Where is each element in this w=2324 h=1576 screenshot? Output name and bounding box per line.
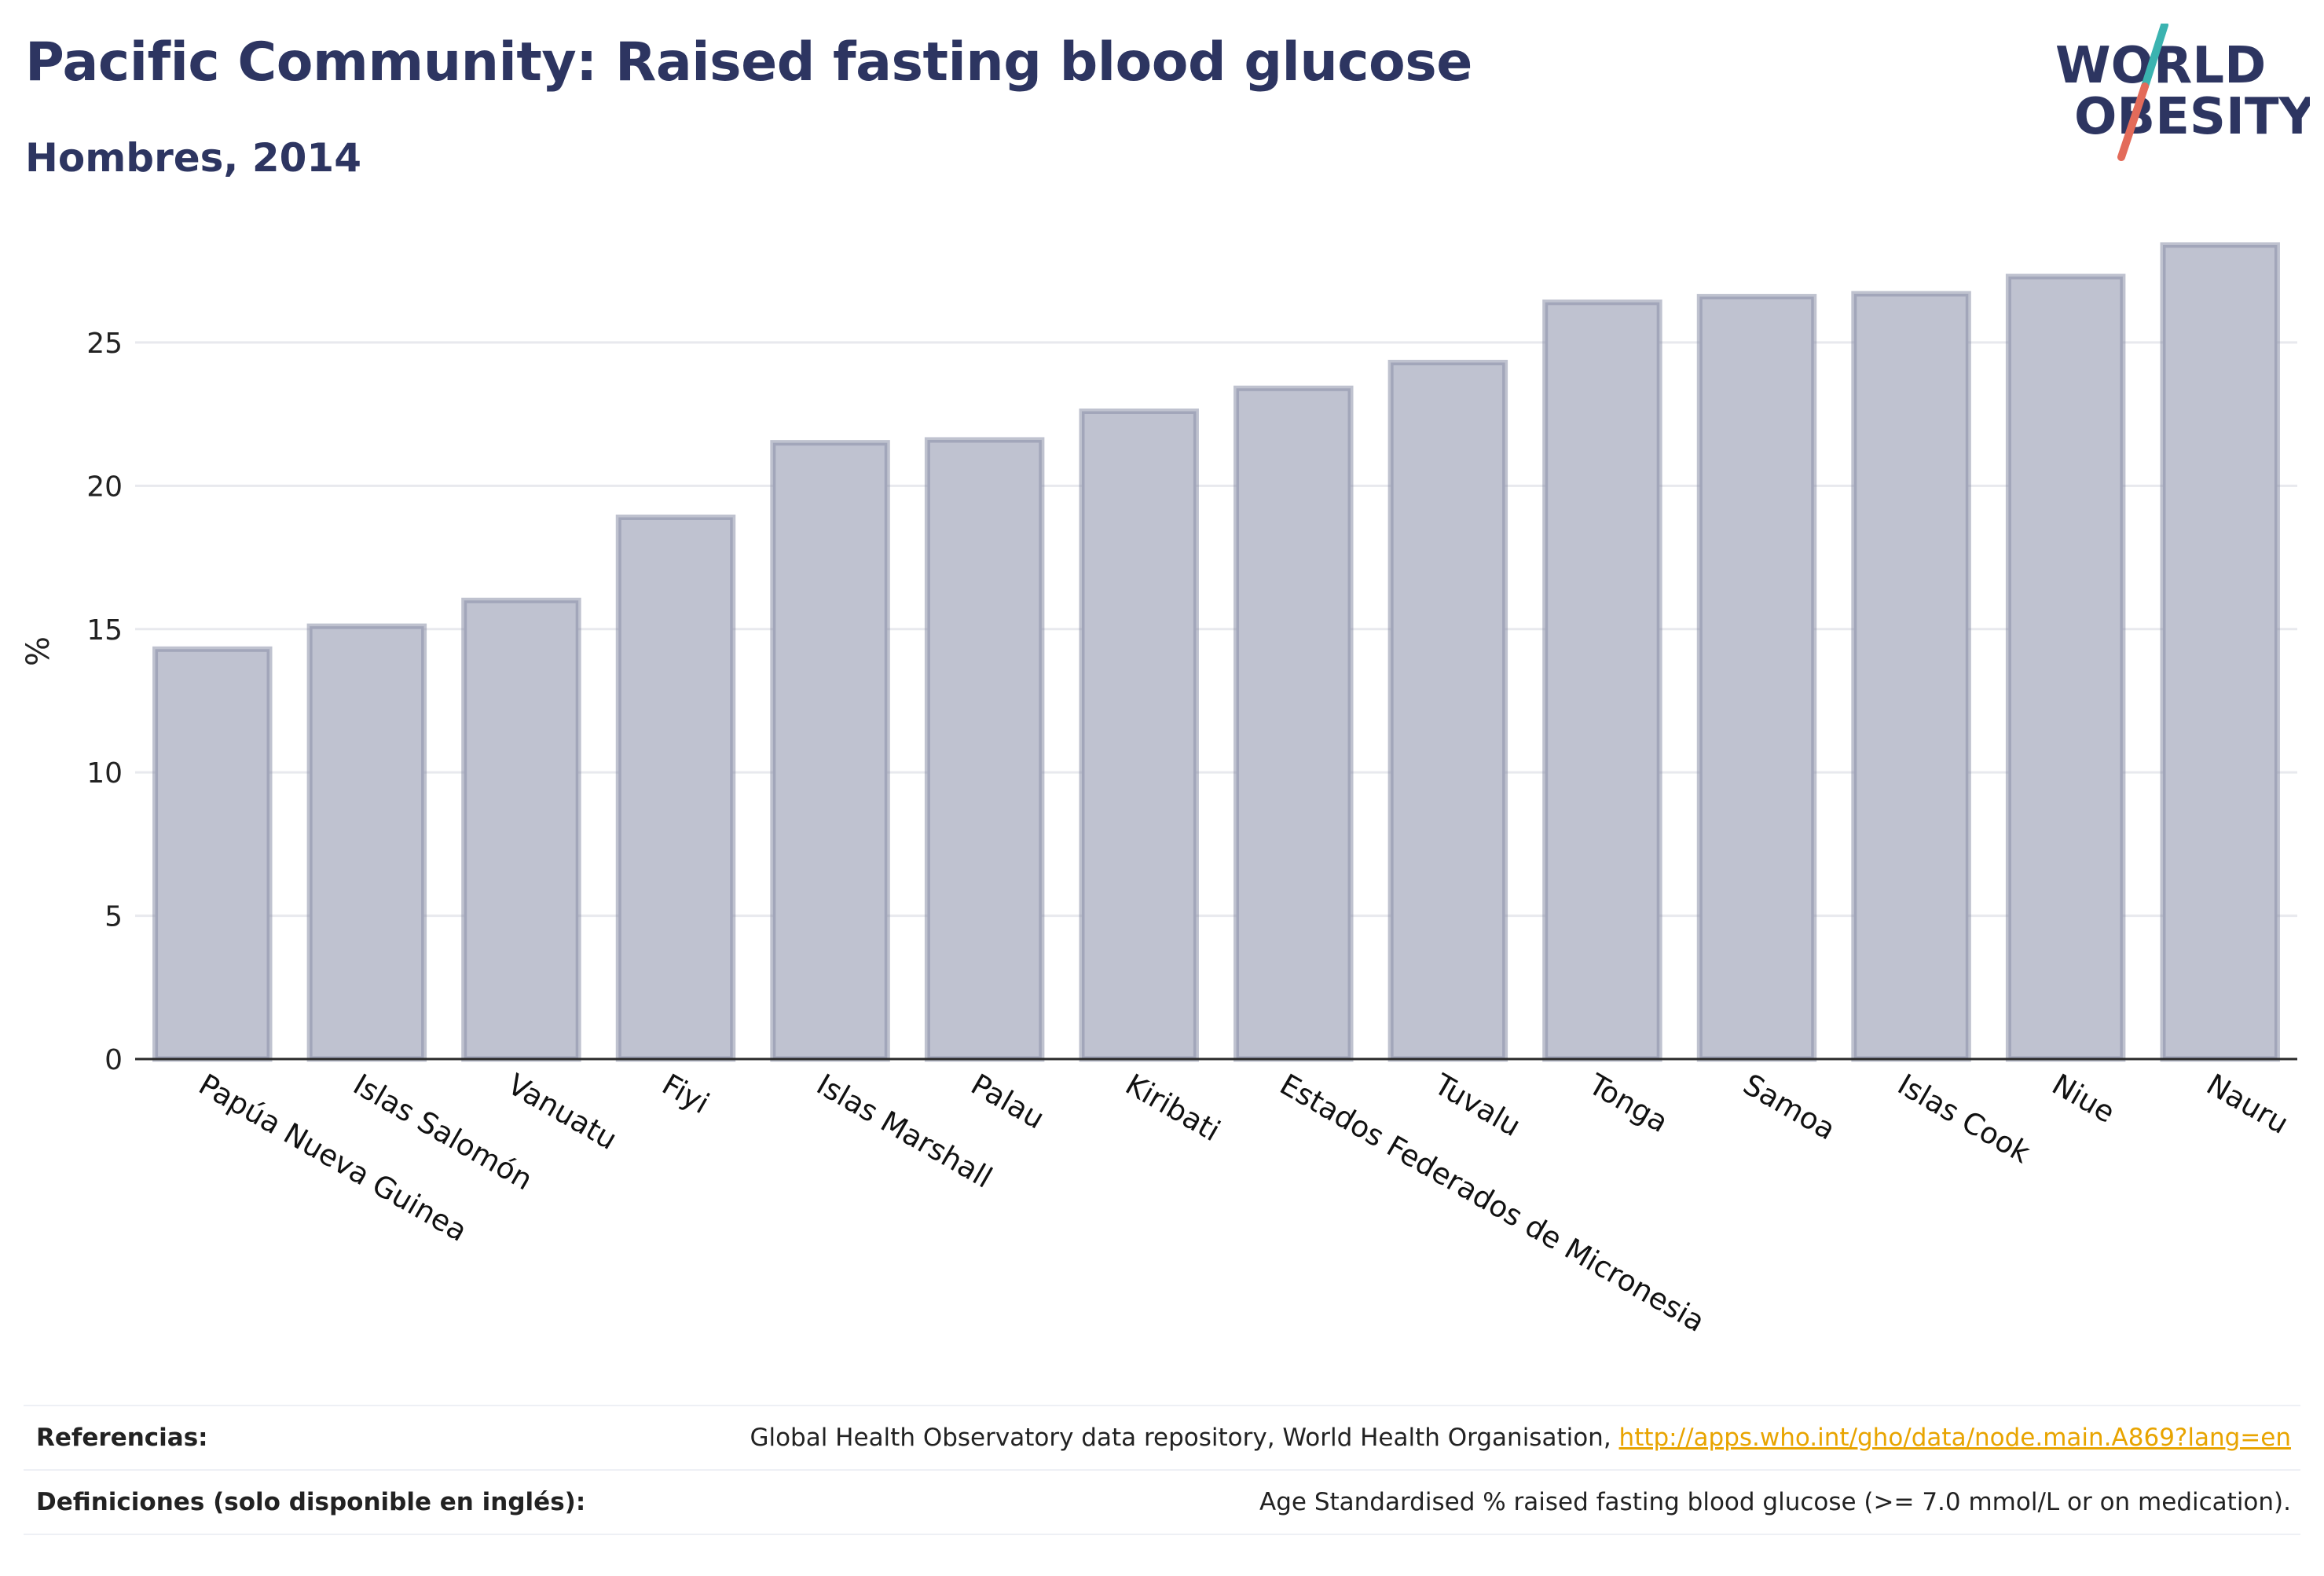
y-axis-label: %	[20, 636, 57, 666]
world-obesity-logo: WORLD OBESITY	[2055, 24, 2310, 161]
logo-slash-bottom	[2117, 82, 2149, 161]
definitions-label: Definiciones (solo disponible en inglés)…	[36, 1488, 586, 1516]
references-text: Global Health Observatory data repositor…	[750, 1424, 1619, 1452]
bar[interactable]	[924, 437, 1045, 1062]
y-tick-labels: 0 5 10 15 20 25	[86, 328, 123, 1076]
y-tick-label: 20	[86, 471, 123, 503]
definitions-value: Age Standardised % raised fasting blood …	[1259, 1488, 2291, 1516]
y-tick-label: 15	[86, 614, 123, 647]
bar[interactable]	[770, 440, 890, 1062]
chart-subtitle: Hombres, 2014	[25, 135, 361, 181]
references-row: Referencias: Global Health Observatory d…	[24, 1405, 2300, 1469]
x-tick-label: Niue	[2047, 1068, 2121, 1130]
x-tick-label: Papúa Nueva Guinea	[193, 1068, 473, 1248]
x-tick-label: Tuvalu	[1428, 1067, 1526, 1143]
references-label: Referencias:	[36, 1424, 208, 1452]
definitions-row: Definiciones (solo disponible en inglés)…	[24, 1469, 2300, 1535]
x-tick-label: Vanuatu	[502, 1068, 623, 1157]
x-tick-label: Palau	[966, 1068, 1050, 1136]
y-tick-label: 25	[86, 328, 123, 360]
references-link[interactable]: http://apps.who.int/gho/data/node.main.A…	[1618, 1424, 2291, 1452]
bar[interactable]	[615, 514, 736, 1062]
bar[interactable]	[2005, 273, 2126, 1062]
bar[interactable]	[1387, 359, 1508, 1062]
x-tick-label: Islas Marshall	[811, 1068, 998, 1195]
logo-slash-top	[2141, 24, 2168, 90]
logo-line2: OBESITY	[2074, 88, 2310, 146]
x-tick-label: Samoa	[1738, 1068, 1842, 1147]
bar[interactable]	[1851, 291, 1971, 1062]
bar[interactable]	[2160, 242, 2280, 1062]
bar[interactable]	[1696, 294, 1817, 1062]
y-tick-label: 10	[86, 757, 123, 790]
x-tick-label: Islas Cook	[1892, 1068, 2036, 1171]
grid-lines	[135, 341, 2297, 918]
chart-title: Pacific Community: Raised fasting blood …	[25, 31, 1472, 93]
bar[interactable]	[1233, 385, 1354, 1062]
references-value: Global Health Observatory data repositor…	[750, 1424, 2300, 1452]
x-tick-label: Nauru	[2201, 1068, 2294, 1141]
x-tick-label: Tonga	[1582, 1067, 1673, 1139]
bar[interactable]	[152, 646, 273, 1062]
y-tick-label: 5	[104, 901, 123, 933]
bar[interactable]	[461, 597, 581, 1062]
x-tick-label: Fiyi	[657, 1068, 715, 1121]
bar[interactable]	[1079, 408, 1199, 1062]
x-tick-label: Kiribati	[1120, 1068, 1226, 1149]
bar[interactable]	[1542, 299, 1662, 1062]
y-tick-label: 0	[104, 1044, 123, 1076]
bars	[152, 242, 2280, 1062]
bar[interactable]	[306, 623, 427, 1062]
